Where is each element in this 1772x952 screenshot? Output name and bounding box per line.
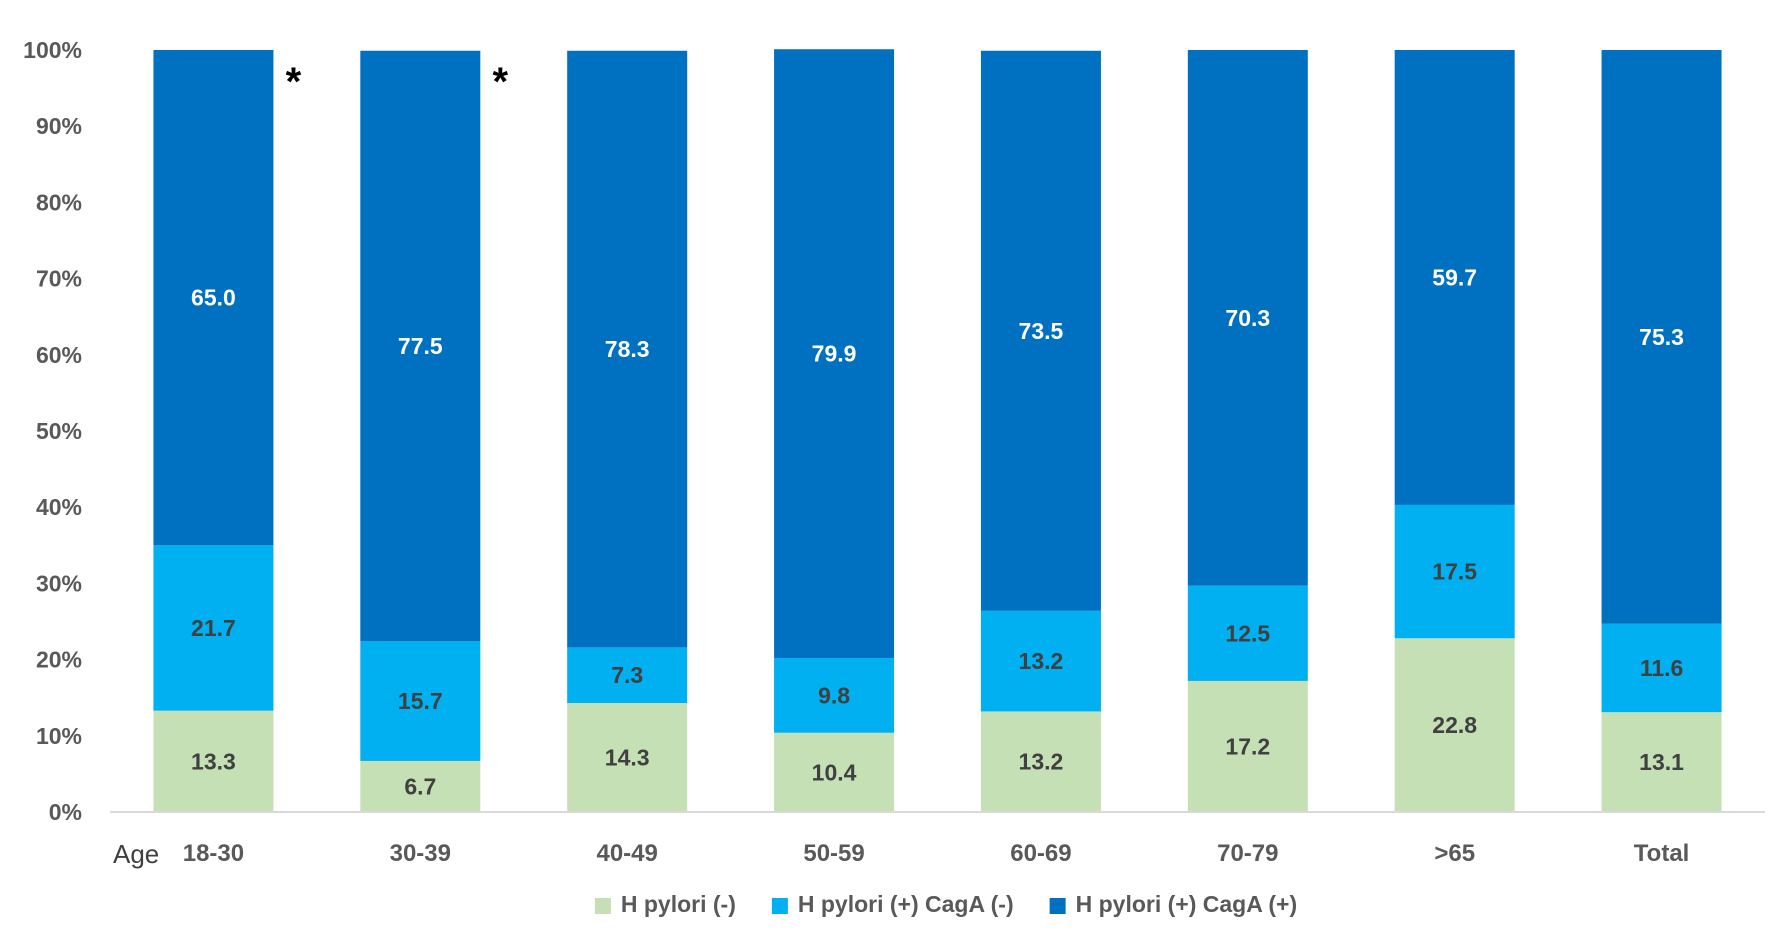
y-tick-label: 100% <box>23 37 82 63</box>
data-label: 13.1 <box>1639 749 1684 775</box>
data-label: 13.2 <box>1019 648 1064 674</box>
data-label: 15.7 <box>398 688 443 714</box>
data-label: 21.7 <box>191 615 236 641</box>
bar-segment <box>774 658 895 733</box>
bar-segment <box>153 710 274 812</box>
data-labels: 13.3 21.7 65.0 6.7 15.7 77.5 14.3 7.3 78.3 10.4 9.… <box>191 264 1684 799</box>
legend-swatch <box>1049 898 1066 914</box>
bar-segment <box>980 711 1101 812</box>
data-label: 75.3 <box>1639 324 1684 350</box>
bar-segment <box>774 49 895 659</box>
legend-label: H pylori (+) CagA (-) <box>798 891 1014 917</box>
bar-segment <box>1601 712 1722 812</box>
x-tick-label: Total <box>1634 840 1690 867</box>
data-label: 11.6 <box>1640 655 1684 681</box>
bar-segment <box>1601 623 1722 713</box>
bar-segment <box>567 50 688 648</box>
data-label: 79.9 <box>812 341 857 367</box>
legend-swatch <box>771 898 788 914</box>
data-label: 6.7 <box>404 773 436 799</box>
data-label: 14.3 <box>605 745 650 771</box>
y-tick-label: 70% <box>36 266 82 292</box>
legend-swatch <box>594 898 611 914</box>
x-tick-label: 30-39 <box>390 840 451 867</box>
bar-segment <box>1187 50 1308 586</box>
significance-asterisk: * <box>286 60 302 104</box>
bar-segment <box>360 641 481 761</box>
significance-asterisk: * <box>493 60 509 104</box>
data-label: 7.3 <box>611 662 643 688</box>
data-label: 12.5 <box>1225 620 1270 646</box>
bar-segment <box>1187 680 1308 812</box>
legend: H pylori (-) H pylori (+) CagA (-) H pylor… <box>594 891 1298 917</box>
bar-segment <box>774 732 895 812</box>
bar-segment <box>360 760 481 812</box>
legend-label: H pylori (-) <box>621 891 736 917</box>
y-tick-label: 30% <box>36 570 82 596</box>
data-label: 73.5 <box>1019 318 1064 344</box>
x-tick-label: 60-69 <box>1010 840 1071 867</box>
bar-segment <box>360 50 481 642</box>
bar-segment <box>1394 638 1515 812</box>
data-label: 65.0 <box>191 285 236 311</box>
data-label: 70.3 <box>1225 305 1270 331</box>
data-label: 17.2 <box>1225 733 1270 759</box>
bar-segment <box>1187 585 1308 681</box>
data-label: 77.5 <box>398 333 443 359</box>
bar-segment <box>980 610 1101 712</box>
data-label: 13.3 <box>191 748 236 774</box>
annotations: * * <box>286 60 509 104</box>
bar-segment <box>567 647 688 704</box>
legend-item: H pylori (-) <box>594 891 736 917</box>
bar-segment <box>567 703 688 812</box>
x-tick-label: 50-59 <box>803 840 864 867</box>
bar-segment <box>1394 504 1515 639</box>
bar-segment <box>153 545 274 711</box>
y-tick-label: 10% <box>36 723 82 749</box>
bar-segment <box>980 50 1101 611</box>
x-tick-label: 18-30 <box>183 840 244 867</box>
data-label: 9.8 <box>818 682 850 708</box>
data-label: 22.8 <box>1432 712 1477 738</box>
y-tick-label: 80% <box>36 189 82 215</box>
x-tick-label: 70-79 <box>1217 840 1278 867</box>
x-axis: 18-30 30-39 40-49 50-59 60-69 70-79 >65 Total Ag… <box>110 811 1765 869</box>
data-label: 13.2 <box>1019 749 1064 775</box>
legend-label: H pylori (+) CagA (+) <box>1076 891 1298 917</box>
y-tick-label: 20% <box>36 647 82 673</box>
legend-item: H pylori (+) CagA (+) <box>1049 891 1298 917</box>
y-axis-ticks: 0% 10% 20% 30% 40% 50% 60% 70% 80% 90% 100% <box>23 37 82 825</box>
y-tick-label: 90% <box>36 113 82 139</box>
data-label: 59.7 <box>1432 264 1477 290</box>
data-label: 17.5 <box>1432 559 1477 585</box>
x-tick-label: 40-49 <box>596 840 657 867</box>
bar-segment <box>1394 50 1515 505</box>
x-axis-prefix-label: Age <box>113 839 159 869</box>
y-tick-label: 60% <box>36 342 82 368</box>
data-label: 78.3 <box>605 336 650 362</box>
bar-stacks <box>153 49 1722 812</box>
y-tick-label: 50% <box>36 418 82 444</box>
x-tick-label: >65 <box>1434 840 1475 867</box>
y-tick-label: 40% <box>36 494 82 520</box>
bar-segment <box>1601 50 1722 624</box>
bar-segment <box>153 50 274 546</box>
y-tick-label: 0% <box>49 799 82 825</box>
data-label: 10.4 <box>812 759 857 785</box>
legend-item: H pylori (+) CagA (-) <box>771 891 1014 917</box>
